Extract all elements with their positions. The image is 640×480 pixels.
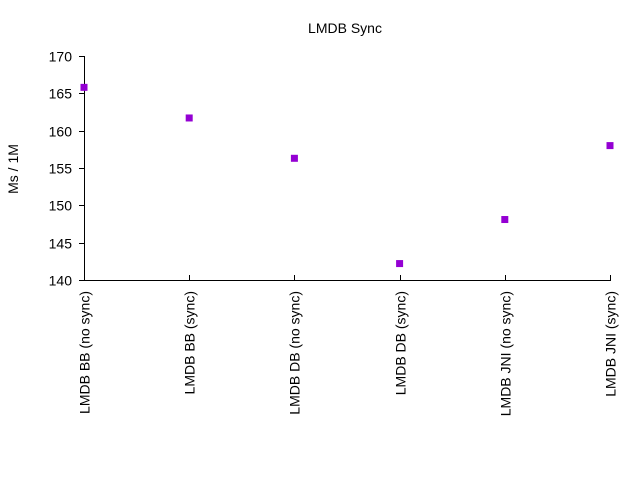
- y-axis-label: Ms / 1M: [5, 144, 21, 194]
- x-axis-ticks: LMDB BB (no sync) LMDB BB (sync) LMDB DB (…: [77, 275, 619, 416]
- x-tick-label: LMDB JNI (sync): [603, 291, 619, 397]
- data-point: [185, 114, 193, 122]
- y-tick-label: 170: [49, 49, 73, 65]
- y-tick-label: 145: [49, 236, 73, 252]
- y-tick-label: 160: [49, 124, 73, 140]
- x-tick-label: LMDB BB (sync): [182, 291, 198, 394]
- y-axis-ticks: 140 145 150 155 160 165 170: [49, 49, 84, 289]
- y-tick-label: 150: [49, 198, 73, 214]
- data-point: [290, 154, 298, 162]
- x-tick-label: LMDB DB (sync): [393, 291, 409, 395]
- data-point: [501, 216, 509, 224]
- x-tick-label: LMDB JNI (no sync): [498, 291, 514, 416]
- data-points: [80, 83, 614, 268]
- y-tick-label: 140: [49, 273, 73, 289]
- x-tick-label: LMDB BB (no sync): [77, 291, 93, 414]
- data-point: [80, 83, 88, 91]
- x-tick-label: LMDB DB (no sync): [287, 291, 303, 415]
- y-tick-label: 165: [49, 86, 73, 102]
- data-point: [396, 260, 404, 268]
- data-point: [606, 142, 614, 150]
- chart-title: LMDB Sync: [308, 20, 382, 36]
- y-tick-label: 155: [49, 161, 73, 177]
